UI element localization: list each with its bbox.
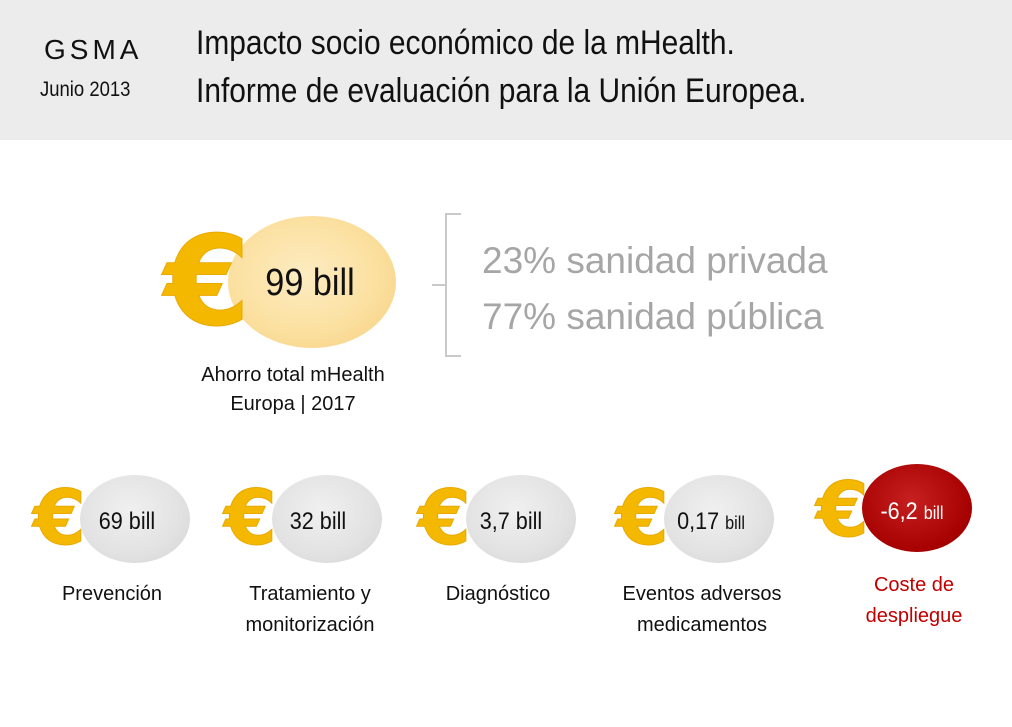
total-savings-bubble: [228, 216, 396, 348]
diagnosis-bubble: [466, 475, 576, 563]
treatment-label: Tratamiento y monitorización: [222, 579, 398, 641]
total-savings-caption: Ahorro total mHealth Europa | 2017: [168, 361, 418, 419]
page-title-line-2: Informe de evaluación para la Unión Euro…: [196, 72, 807, 110]
diagnosis-value: 3,7 bill: [479, 508, 543, 535]
euro-icon: €: [163, 210, 251, 354]
deployment-cost-value-number: -6,2: [880, 498, 918, 525]
adverse-events-value: 0,17 bill: [662, 508, 761, 536]
deployment-cost-value: -6,2 bill: [863, 498, 962, 526]
euro-icon: €: [616, 473, 670, 562]
treatment-label-line-1: Tratamiento y: [249, 583, 371, 605]
deployment-cost-value-unit: bill: [923, 503, 944, 523]
total-caption-line-2: Europa | 2017: [230, 393, 356, 415]
page-title-line-1: Impacto socio económico de la mHealth.: [196, 24, 735, 62]
split-private: 23% sanidad privada: [482, 240, 828, 281]
split-public: 77% sanidad pública: [482, 296, 824, 337]
total-caption-line-1: Ahorro total mHealth: [201, 364, 385, 386]
treatment-bubble: [272, 475, 382, 563]
prevention-bubble: [80, 475, 190, 563]
diagnosis-label-line-1: Diagnóstico: [445, 583, 551, 605]
adverse-events-value-unit: bill: [725, 513, 745, 533]
prevention-value: 69 bill: [98, 508, 156, 535]
deployment-cost-label-line-2: despliegue: [865, 605, 963, 627]
adverse-events-label-line-1: Eventos adversos: [622, 583, 782, 605]
split-bracket-tick: [432, 284, 446, 286]
euro-icon: €: [33, 473, 87, 562]
euro-icon: €: [224, 473, 278, 562]
deployment-cost-bubble: [862, 464, 972, 552]
total-savings-value: 99 bill: [265, 262, 355, 304]
split-bracket: [445, 213, 461, 357]
prevention-label-line-1: Prevención: [61, 583, 163, 605]
deployment-cost-label: Coste de despliegue: [836, 570, 992, 632]
report-date: Junio 2013: [40, 78, 131, 101]
euro-icon: €: [418, 473, 472, 562]
treatment-value: 32 bill: [289, 508, 347, 535]
euro-icon: €: [816, 465, 870, 554]
treatment-label-line-2: monitorización: [245, 614, 375, 636]
diagnosis-label: Diagnóstico: [420, 579, 576, 610]
adverse-events-value-number: 0,17: [677, 508, 720, 535]
adverse-events-bubble: [664, 475, 774, 563]
adverse-events-label-line-2: medicamentos: [636, 614, 768, 636]
header-band: GSMA Junio 2013 Impacto socio económico …: [0, 0, 1012, 140]
adverse-events-label: Eventos adversos medicamentos: [602, 579, 802, 641]
prevention-label: Prevención: [30, 579, 194, 610]
org-name: GSMA: [44, 34, 143, 65]
deployment-cost-label-line-1: Coste de: [873, 574, 955, 596]
